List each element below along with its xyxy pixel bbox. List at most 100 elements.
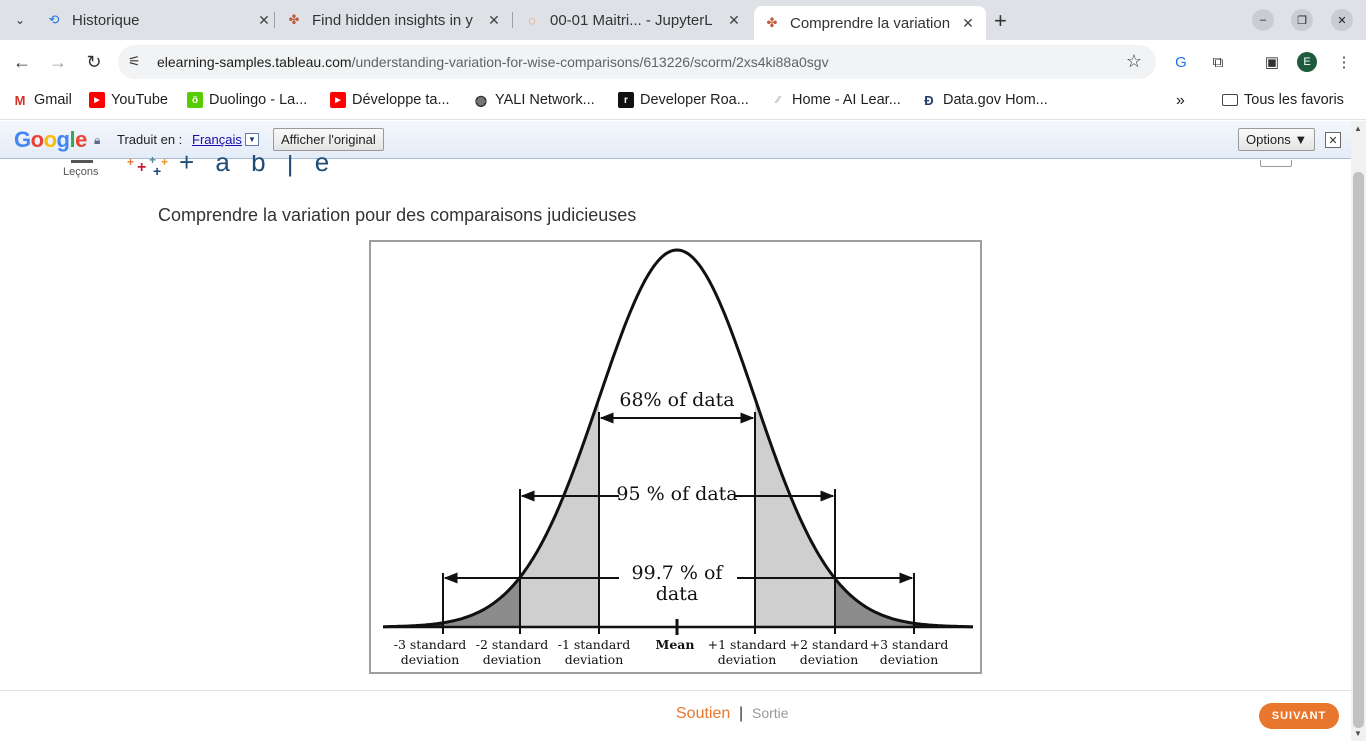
- axis-label-minus-2sd: -2 standard: [476, 637, 549, 652]
- menu-kebab-icon[interactable]: ⋮: [1336, 54, 1352, 71]
- shade-right-2sd: [835, 578, 914, 627]
- axis-label-minus-3sd-line2: deviation: [401, 652, 460, 667]
- bookmark-label: Développe ta...: [352, 92, 450, 108]
- axis-label-plus-3sd-line2: deviation: [880, 652, 939, 667]
- tab-separator: [274, 12, 275, 28]
- exit-link[interactable]: Sortie: [752, 705, 789, 721]
- extensions-icon[interactable]: ⧉: [1212, 53, 1224, 71]
- minimize-button[interactable]: –: [1252, 9, 1274, 31]
- bookmark-label: Data.gov Hom...: [943, 92, 1048, 108]
- back-button[interactable]: ←: [13, 51, 31, 72]
- bell-curve-line: [383, 248, 973, 629]
- scroll-up-arrow-icon[interactable]: ▲: [1354, 124, 1362, 133]
- axis-label-minus-3sd: -3 standard: [394, 637, 467, 652]
- tab-title: Find hidden insights in y: [312, 11, 473, 29]
- bookmark-label: Developer Roa...: [640, 92, 749, 108]
- forward-button[interactable]: →: [49, 51, 67, 72]
- site-info-icon[interactable]: ⚟: [128, 53, 141, 69]
- axis-label-plus-2sd: +2 standard: [790, 637, 869, 652]
- url-host: elearning-samples.tableau.com: [157, 54, 352, 70]
- bookmarks-bar: M Gmail ▶ YouTube ö Duolingo - La... ▶ D…: [0, 84, 1366, 120]
- datagov-icon: Ð: [924, 92, 934, 108]
- language-dropdown-icon[interactable]: ▼: [245, 133, 259, 146]
- label-997-percent-line1: 99.7 % of: [632, 562, 725, 584]
- shade-left-2sd: [443, 577, 520, 627]
- next-button[interactable]: SUIVANT: [1259, 703, 1339, 729]
- tab-comprendre-variation[interactable]: ✤ Comprendre la variation ✕: [754, 6, 986, 40]
- axis-label-plus-1sd-line2: deviation: [718, 652, 777, 667]
- bookmark-duolingo[interactable]: ö Duolingo - La...: [187, 92, 307, 108]
- address-bar[interactable]: ⚟ elearning-samples.tableau.com/understa…: [118, 45, 1156, 79]
- tab-separator: [512, 12, 513, 28]
- bookmark-datagov[interactable]: Ð Data.gov Hom...: [921, 92, 1048, 108]
- header-menu-box[interactable]: [1260, 160, 1292, 167]
- shade-right-1sd: [755, 398, 835, 627]
- side-panel-icon[interactable]: ▣: [1264, 54, 1280, 71]
- profile-avatar[interactable]: E: [1297, 52, 1317, 72]
- bookmark-developpe[interactable]: ▶ Développe ta...: [330, 92, 450, 108]
- normal-distribution-figure: 68% of data 95 % of data 99.7 % of data …: [369, 240, 982, 674]
- label-68-percent: 68% of data: [619, 389, 734, 411]
- bookmark-label: Home - AI Lear...: [792, 92, 901, 108]
- browser-toolbar: ← → ↻ ⚟ elearning-samples.tableau.com/un…: [0, 40, 1366, 84]
- reload-button[interactable]: ↻: [86, 51, 102, 72]
- close-window-button[interactable]: ✕: [1331, 9, 1353, 31]
- bookmark-developer-roadmap[interactable]: r Developer Roa...: [618, 92, 749, 108]
- jupyter-icon: ◌: [528, 12, 536, 28]
- folder-icon: [1222, 94, 1238, 106]
- new-tab-button[interactable]: +: [994, 8, 1007, 33]
- support-link[interactable]: Soutien: [676, 705, 731, 722]
- options-button[interactable]: Options ▼: [1238, 128, 1316, 151]
- tableau-icon: ✤: [288, 12, 300, 27]
- tab-historique[interactable]: ⟲ Historique ✕: [46, 6, 272, 34]
- label-997-percent-line2: data: [656, 583, 698, 605]
- bookmark-label: YALI Network...: [495, 92, 595, 108]
- gmail-icon: M: [14, 92, 26, 108]
- bookmark-youtube[interactable]: ▶ YouTube: [89, 92, 168, 108]
- more-bookmarks-chevron-icon[interactable]: »: [1176, 92, 1185, 109]
- all-bookmarks-folder[interactable]: Tous les favoris: [1222, 92, 1344, 108]
- bookmark-label: Gmail: [34, 92, 72, 108]
- bookmark-label: YouTube: [111, 92, 168, 108]
- roadmap-icon: r: [618, 92, 634, 108]
- axis-label-minus-2sd-line2: deviation: [483, 652, 542, 667]
- tableau-wordmark: + a b | e a u: [179, 155, 337, 185]
- axis-label-minus-1sd-line2: deviation: [565, 652, 624, 667]
- tab-find-insights[interactable]: ✤ Find hidden insights in y ✕: [286, 6, 502, 34]
- url-text[interactable]: elearning-samples.tableau.com/understand…: [157, 54, 829, 70]
- ai-icon: ⁄⁄: [776, 94, 780, 106]
- scrollbar-thumb[interactable]: [1353, 172, 1364, 728]
- tab-title: Historique: [72, 11, 140, 29]
- youtube-icon: ▶: [89, 92, 105, 108]
- maximize-button[interactable]: ❐: [1291, 9, 1313, 31]
- tableau-icon: ✤: [766, 15, 778, 30]
- axis-label-plus-3sd: +3 standard: [870, 637, 949, 652]
- scroll-down-arrow-icon[interactable]: ▼: [1354, 729, 1362, 738]
- globe-icon: ◍: [474, 91, 488, 108]
- tab-strip: ⌄ ⟲ Historique ✕ ✤ Find hidden insights …: [0, 0, 1366, 40]
- axis-label-mean: Mean: [656, 637, 695, 652]
- tab-jupyter[interactable]: ◌ 00-01 Maitri... - JupyterL ✕: [524, 6, 742, 34]
- axis-label-minus-1sd: -1 standard: [558, 637, 631, 652]
- tab-close-icon[interactable]: ✕: [258, 11, 270, 28]
- show-original-button[interactable]: Afficher l'original: [273, 128, 384, 151]
- language-select[interactable]: Français: [192, 132, 242, 147]
- tab-close-icon[interactable]: ✕: [488, 11, 500, 28]
- translate-close-icon[interactable]: ✕: [1325, 132, 1341, 148]
- lesson-title: Comprendre la variation pour des compara…: [158, 205, 637, 225]
- lessons-menu-label[interactable]: Leçons: [63, 166, 99, 178]
- tab-search-chevron-icon[interactable]: ⌄: [14, 13, 26, 27]
- bookmark-gmail[interactable]: M Gmail: [12, 92, 72, 108]
- bell-curve-svg: 68% of data 95 % of data 99.7 % of data …: [383, 248, 973, 667]
- tab-close-icon[interactable]: ✕: [728, 11, 740, 28]
- history-icon: ⟲: [48, 12, 60, 27]
- tab-close-icon[interactable]: ✕: [962, 14, 974, 31]
- bookmark-star-icon[interactable]: ☆: [1125, 51, 1142, 71]
- bookmark-ai-learning[interactable]: ⁄⁄ Home - AI Lear...: [770, 92, 901, 108]
- lock-icon: 🔒︎: [94, 133, 101, 147]
- menu-bars-icon[interactable]: [71, 160, 93, 163]
- tableau-logo: + + + + + + a b | e a u: [127, 155, 337, 185]
- google-translate-icon[interactable]: G: [1175, 53, 1187, 71]
- youtube-icon: ▶: [330, 92, 346, 108]
- bookmark-yali[interactable]: ◍ YALI Network...: [473, 91, 595, 109]
